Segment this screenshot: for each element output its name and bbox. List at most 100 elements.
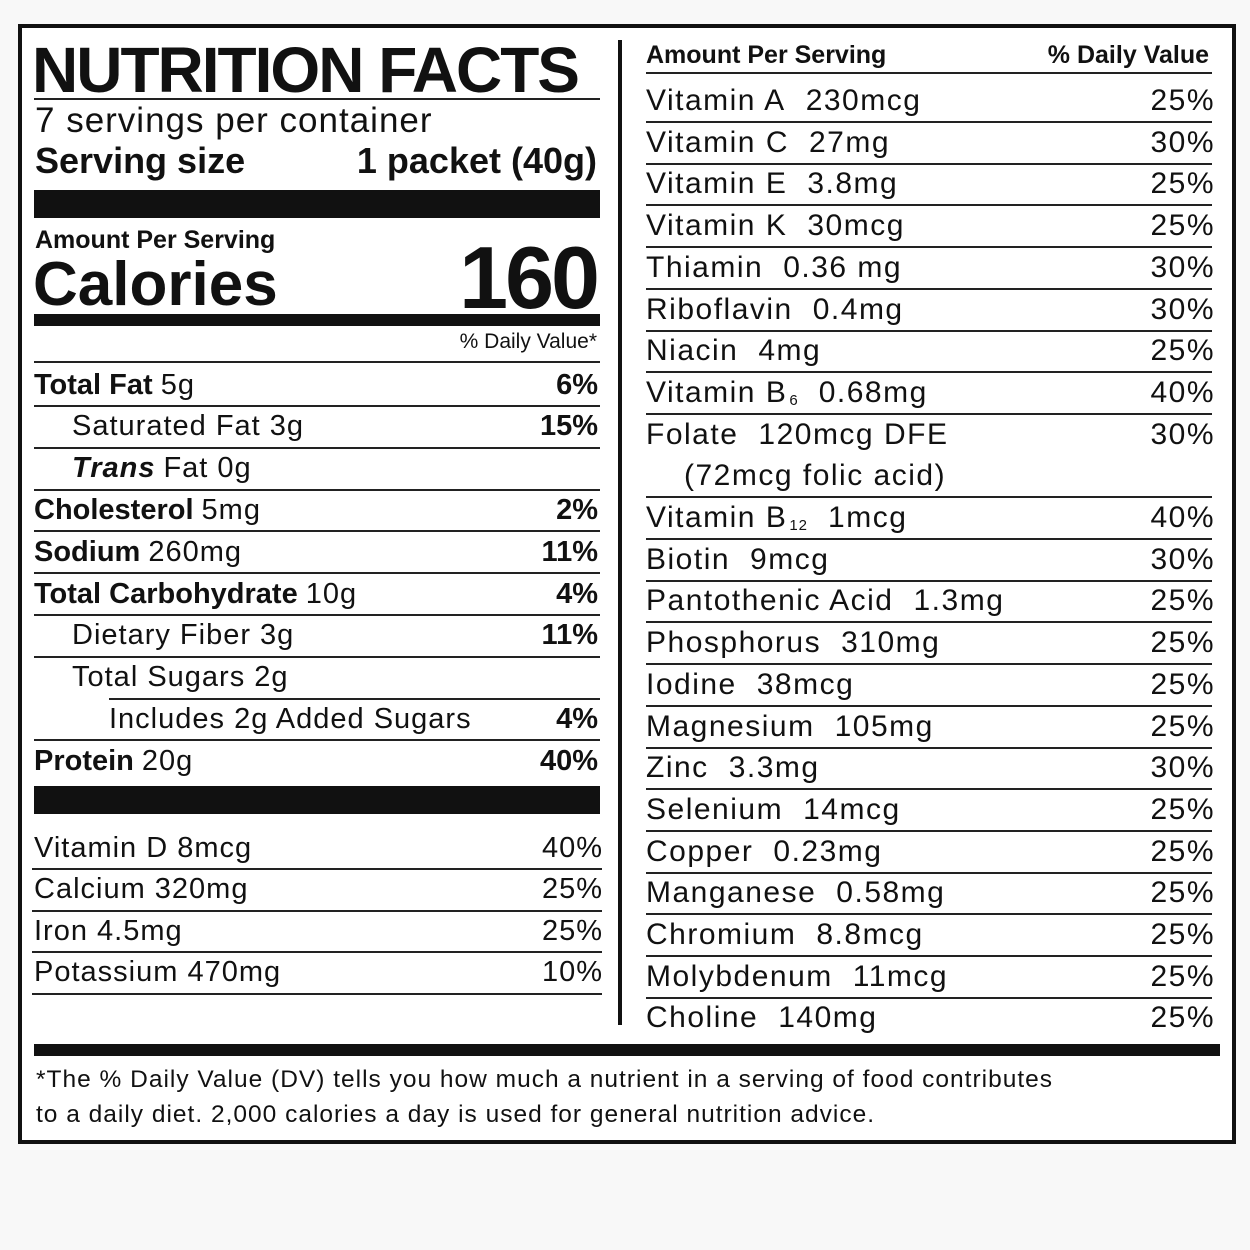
nutrient-amount: 10g	[305, 577, 358, 610]
servings: 7 servings per container	[35, 101, 433, 140]
vitamin-name: Vitamin B	[646, 375, 788, 409]
vitamin-amount: 0.68mg	[818, 375, 928, 409]
divider	[646, 496, 1212, 499]
mineral-dv: 25%	[541, 873, 603, 906]
nutrient-amount: 5g	[160, 368, 195, 401]
calories-label: Calories	[33, 249, 278, 319]
divider	[34, 488, 600, 491]
nutrient-dv: 4%	[556, 577, 598, 610]
divider	[34, 98, 600, 100]
serving-size-value: 1 packet (40g)	[356, 140, 597, 182]
nutrient-name: Saturated Fat 3g	[72, 410, 305, 443]
vitamin-amount: 9mcg	[750, 542, 830, 576]
vitamin-dv: 40%	[1150, 375, 1215, 409]
divider	[32, 992, 602, 995]
nutrient-name: Protein	[34, 744, 134, 777]
nutrient-name: Trans	[72, 452, 156, 485]
divider	[109, 697, 600, 700]
nutrient-dv: 11%	[541, 535, 598, 568]
divider	[34, 614, 600, 616]
vitamin-name: Phosphorus	[646, 626, 822, 660]
nutrient-dv: 6%	[556, 368, 598, 401]
vitamin-name: Thiamin	[646, 250, 764, 284]
vitamin-amount: 1mcg	[828, 501, 908, 534]
vitamin-subscript: 12	[789, 517, 809, 534]
nutrient-dv: 4%	[556, 703, 598, 735]
divider	[646, 121, 1212, 123]
vitamin-amount: 3.8mg	[807, 167, 899, 201]
vitamin-name: Copper	[646, 834, 754, 868]
divider	[34, 446, 600, 449]
thick-bar	[34, 190, 600, 218]
divider	[646, 746, 1212, 749]
vitamin-name: Vitamin E	[646, 167, 788, 201]
divider	[646, 829, 1212, 832]
vitamin-dv: 25%	[1150, 334, 1215, 368]
divider	[646, 663, 1212, 666]
vitamin-dv: 25%	[1150, 834, 1215, 868]
thick-bar	[34, 314, 600, 326]
vitamin-amount: 0.36 mg	[783, 250, 903, 284]
mineral-name: Iron 4.5mg	[34, 914, 183, 947]
divider	[646, 704, 1212, 707]
divider	[646, 955, 1212, 957]
vitamin-dv: 25%	[1150, 626, 1215, 660]
vitamin-dv: 25%	[1150, 667, 1215, 701]
thick-bar	[34, 786, 600, 814]
divider	[646, 621, 1212, 624]
vitamin-name: Molybdenum	[646, 959, 833, 993]
vitamin-name: Zinc	[646, 751, 709, 785]
divider	[34, 530, 600, 533]
footnote: to a daily diet. 2,000 calories a day is…	[36, 1101, 876, 1129]
nutrient-dv: 40%	[539, 744, 598, 777]
vitamin-dv: 25%	[1150, 709, 1215, 743]
footnote: *The % Daily Value (DV) tells you how mu…	[36, 1066, 1053, 1094]
vitamin-name: Chromium	[646, 918, 797, 951]
nutrient-name: Cholesterol	[34, 494, 194, 526]
dv-header: % Daily Value*	[459, 330, 597, 354]
vitamin-amount: 1.3mg	[913, 584, 1005, 618]
vitamin-subscript: 6	[789, 391, 799, 409]
divider	[32, 951, 602, 953]
vitamin-amount: 120mcg DFE	[758, 417, 949, 451]
nutrient-name: Total Carbohydrate	[34, 577, 298, 610]
vitamin-name: Biotin	[646, 542, 731, 576]
mineral-dv: 10%	[541, 956, 603, 989]
mineral-name: Calcium 320mg	[34, 873, 249, 906]
right-amount-label: Amount Per Serving	[646, 41, 887, 69]
vitamin-dv: 25%	[1150, 792, 1215, 826]
nutrient-amount: 20g	[141, 744, 194, 777]
divider	[646, 579, 1212, 582]
divider	[646, 246, 1212, 249]
divider	[646, 204, 1212, 207]
vitamin-amount: 0.58mg	[836, 876, 946, 910]
mineral-dv: 25%	[541, 914, 603, 947]
divider	[32, 909, 602, 912]
vitamin-dv: 30%	[1150, 125, 1215, 159]
divider	[646, 287, 1212, 290]
vitamin-amount: 27mg	[809, 125, 891, 159]
nutrient-amount: 260mg	[148, 535, 243, 568]
serving-size-label: Serving size	[35, 140, 246, 182]
divider	[646, 412, 1212, 415]
divider	[646, 871, 1212, 874]
divider	[34, 655, 600, 658]
vitamin-dv: 30%	[1150, 751, 1215, 785]
nutrient-name: Total Sugars 2g	[72, 661, 289, 694]
thick-bar	[34, 1044, 1220, 1056]
divider	[32, 868, 602, 870]
vitamin-amount: 38mcg	[756, 667, 855, 701]
vitamin-dv: 25%	[1150, 209, 1215, 243]
divider	[646, 538, 1212, 540]
vitamin-dv: 25%	[1150, 1001, 1215, 1035]
vitamin-dv: 25%	[1150, 918, 1215, 951]
vitamin-amount: 14mcg	[803, 792, 901, 826]
vitamin-dv: 25%	[1150, 584, 1215, 618]
nutrient-name: Total Fat	[34, 368, 153, 401]
vitamin-amount: 8.8mcg	[816, 918, 924, 951]
vitamin-dv: 40%	[1150, 501, 1215, 534]
nutrient-amount: 5mg	[201, 494, 261, 526]
vitamin-amount: 140mg	[778, 1001, 878, 1035]
vitamin-name: Folate	[646, 417, 739, 451]
nutrient-name: Dietary Fiber 3g	[72, 619, 295, 652]
